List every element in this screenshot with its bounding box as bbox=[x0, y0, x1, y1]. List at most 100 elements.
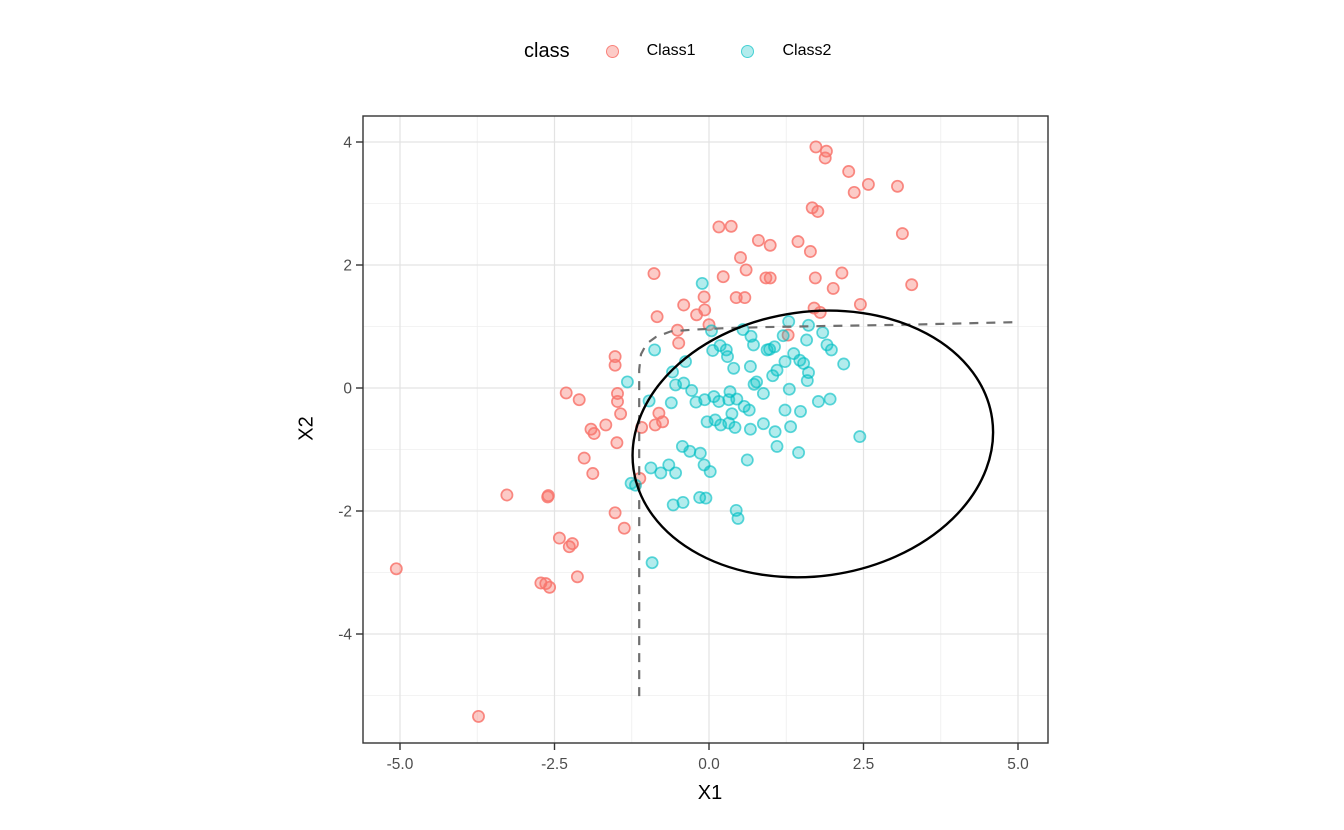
data-point bbox=[706, 344, 720, 357]
data-point bbox=[676, 495, 690, 509]
data-point bbox=[669, 466, 683, 480]
data-point bbox=[763, 271, 777, 285]
x-tick-label: 2.5 bbox=[853, 756, 875, 773]
data-point bbox=[813, 305, 827, 319]
data-point bbox=[768, 425, 782, 439]
y-tick-label: 2 bbox=[343, 258, 352, 275]
dashed-boundary-line bbox=[638, 321, 1014, 697]
data-point bbox=[705, 324, 718, 338]
data-point bbox=[683, 444, 697, 458]
data-point bbox=[824, 343, 838, 357]
data-point bbox=[784, 420, 798, 434]
data-point bbox=[725, 407, 739, 421]
data-point bbox=[818, 151, 832, 165]
data-point bbox=[823, 392, 837, 406]
data-point bbox=[677, 298, 691, 312]
data-point bbox=[861, 177, 875, 191]
major-gridlines bbox=[363, 116, 1048, 743]
data-point bbox=[731, 511, 745, 525]
data-point bbox=[610, 436, 624, 450]
y-tick-label: 0 bbox=[343, 381, 352, 398]
y-tick-label: -4 bbox=[338, 627, 352, 644]
panel-border bbox=[362, 115, 1049, 744]
data-point bbox=[739, 263, 753, 277]
series-class1 bbox=[389, 140, 919, 723]
ellipse-annotation bbox=[631, 309, 995, 579]
data-point bbox=[690, 308, 704, 322]
data-point bbox=[644, 461, 658, 475]
data-point bbox=[891, 179, 904, 193]
data-point bbox=[802, 318, 815, 332]
data-point bbox=[756, 387, 770, 400]
legend-label-class2: Class2 bbox=[782, 42, 832, 59]
data-point bbox=[905, 278, 919, 292]
series-class2 bbox=[620, 276, 867, 570]
legend-label-class1: Class1 bbox=[646, 42, 696, 59]
plot-panel bbox=[363, 116, 1048, 743]
data-point bbox=[724, 219, 738, 233]
data-point bbox=[895, 227, 909, 241]
data-point bbox=[614, 407, 628, 421]
data-point bbox=[837, 357, 851, 371]
data-point bbox=[703, 465, 717, 479]
data-point bbox=[816, 326, 830, 340]
data-point bbox=[666, 365, 679, 379]
data-point bbox=[587, 427, 601, 440]
data-point bbox=[712, 220, 726, 234]
data-point bbox=[650, 310, 664, 324]
data-point bbox=[768, 340, 781, 354]
data-point bbox=[794, 404, 807, 418]
data-point bbox=[620, 375, 634, 389]
data-point bbox=[617, 521, 631, 535]
tick-labels: -5.0 -2.5 0.0 2.5 5.0 -4 -2 0 2 4 bbox=[338, 135, 1029, 774]
data-point bbox=[811, 205, 825, 218]
data-point bbox=[656, 415, 670, 429]
legend-key-dot-class1 bbox=[605, 44, 619, 58]
data-point bbox=[782, 315, 796, 329]
data-point bbox=[552, 531, 566, 545]
data-point bbox=[645, 556, 659, 570]
data-point bbox=[751, 233, 765, 247]
data-point bbox=[782, 382, 796, 396]
data-point bbox=[800, 333, 814, 347]
data-point bbox=[792, 446, 806, 460]
data-point bbox=[611, 395, 624, 408]
x-tick-label: -5.0 bbox=[387, 756, 414, 773]
data-point bbox=[809, 140, 823, 154]
data-point bbox=[763, 238, 777, 252]
y-axis-title: X2 bbox=[295, 416, 318, 441]
data-point bbox=[743, 360, 757, 373]
data-point bbox=[742, 403, 756, 417]
data-point bbox=[647, 267, 661, 281]
data-point bbox=[734, 251, 747, 265]
data-point bbox=[662, 458, 676, 472]
data-point bbox=[562, 540, 576, 554]
x-axis-title: X1 bbox=[697, 782, 723, 804]
legend-item-class1: Class1 bbox=[605, 42, 696, 60]
data-point bbox=[759, 271, 773, 285]
data-point bbox=[664, 396, 678, 410]
x-tick-label: -2.5 bbox=[541, 756, 568, 773]
legend-item-class2: Class2 bbox=[741, 42, 831, 60]
data-point bbox=[740, 453, 754, 467]
data-point bbox=[791, 235, 805, 249]
data-point bbox=[648, 418, 662, 432]
data-point bbox=[695, 276, 709, 290]
data-point bbox=[727, 361, 741, 375]
data-point bbox=[693, 446, 707, 460]
data-point bbox=[500, 488, 514, 502]
data-point bbox=[572, 393, 586, 407]
data-point bbox=[472, 709, 485, 723]
y-tick-label: 4 bbox=[343, 135, 352, 152]
data-point bbox=[766, 369, 780, 383]
data-point bbox=[756, 417, 770, 431]
data-point bbox=[654, 466, 668, 480]
legend-key-dot-class2 bbox=[741, 44, 755, 58]
data-point bbox=[648, 343, 662, 357]
data-point bbox=[853, 430, 867, 444]
data-point bbox=[608, 358, 622, 372]
data-point bbox=[716, 270, 730, 284]
data-point bbox=[835, 266, 849, 280]
data-point bbox=[811, 395, 825, 408]
